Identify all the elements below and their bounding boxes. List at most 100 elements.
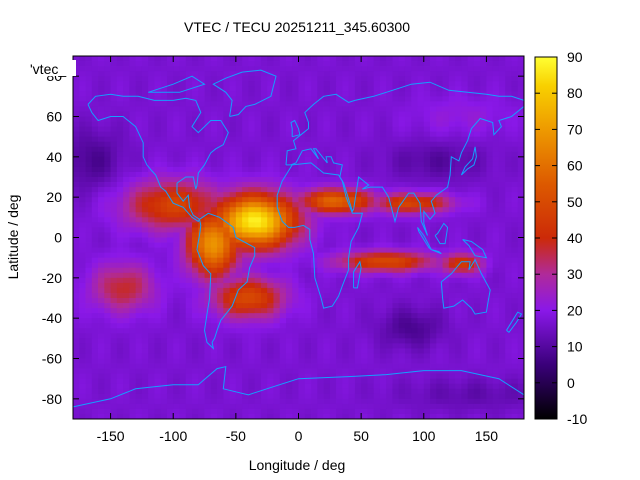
heatmap-cell bbox=[480, 81, 487, 87]
heatmap-cell bbox=[379, 202, 387, 208]
heatmap-cell bbox=[273, 156, 281, 163]
heatmap-cell bbox=[217, 383, 224, 390]
heatmap-cell bbox=[386, 116, 393, 122]
heatmap-cell bbox=[292, 222, 299, 228]
heatmap-cell bbox=[279, 252, 287, 259]
heatmap-cell bbox=[373, 96, 381, 102]
heatmap-cell bbox=[373, 277, 381, 284]
heatmap-cell bbox=[123, 313, 130, 319]
heatmap-cell bbox=[279, 217, 287, 223]
heatmap-cell bbox=[379, 373, 387, 380]
heatmap-cell bbox=[473, 81, 481, 87]
heatmap-cell bbox=[79, 378, 86, 385]
heatmap-cell bbox=[492, 282, 500, 289]
heatmap-cell bbox=[116, 272, 124, 279]
heatmap-cell bbox=[379, 71, 387, 77]
heatmap-cell bbox=[98, 207, 105, 213]
heatmap-cell bbox=[398, 303, 406, 309]
heatmap-cell bbox=[173, 333, 180, 339]
heatmap-cell bbox=[217, 333, 224, 339]
heatmap-cell bbox=[480, 156, 487, 163]
heatmap-cell bbox=[336, 111, 343, 117]
heatmap-cell bbox=[166, 237, 174, 243]
heatmap-cell bbox=[436, 136, 443, 143]
heatmap-cell bbox=[298, 287, 306, 294]
heatmap-cell bbox=[336, 247, 343, 254]
heatmap-cell bbox=[248, 116, 256, 122]
heatmap-cell bbox=[336, 303, 343, 309]
heatmap-cell bbox=[148, 207, 155, 213]
heatmap-cell bbox=[242, 383, 249, 390]
heatmap-cell bbox=[342, 237, 350, 243]
heatmap-cell bbox=[361, 383, 368, 390]
heatmap-cell bbox=[248, 161, 256, 168]
heatmap-cell bbox=[430, 126, 437, 133]
heatmap-cell bbox=[85, 338, 93, 344]
heatmap-cell bbox=[267, 257, 274, 264]
heatmap-cell bbox=[173, 393, 180, 400]
heatmap-cell bbox=[223, 333, 230, 339]
heatmap-cell bbox=[79, 106, 86, 112]
heatmap-cell bbox=[73, 212, 80, 218]
heatmap-cell bbox=[235, 257, 243, 264]
heatmap-cell bbox=[192, 368, 199, 375]
heatmap-cell bbox=[248, 126, 256, 133]
heatmap-cell bbox=[104, 333, 111, 339]
heatmap-cell bbox=[354, 126, 362, 133]
heatmap-cell bbox=[448, 197, 456, 203]
heatmap-cell bbox=[423, 252, 431, 259]
heatmap-cell bbox=[336, 338, 343, 344]
heatmap-cell bbox=[173, 81, 180, 87]
heatmap-cell bbox=[298, 71, 306, 77]
heatmap-cell bbox=[348, 383, 356, 390]
heatmap-cell bbox=[148, 298, 155, 304]
heatmap-cell bbox=[79, 192, 86, 198]
heatmap-cell bbox=[354, 393, 362, 400]
heatmap-cell bbox=[154, 267, 162, 274]
heatmap-cell bbox=[492, 166, 500, 173]
heatmap-cell bbox=[329, 237, 337, 243]
heatmap-cell bbox=[135, 308, 143, 314]
heatmap-cell bbox=[304, 212, 312, 218]
heatmap-cell bbox=[386, 333, 393, 339]
heatmap-cell bbox=[160, 131, 168, 138]
heatmap-cell bbox=[160, 292, 168, 299]
heatmap-cell bbox=[135, 353, 143, 359]
heatmap-cell bbox=[511, 252, 519, 259]
heatmap-cell bbox=[304, 333, 312, 339]
heatmap-cell bbox=[498, 146, 506, 153]
heatmap-cell bbox=[198, 323, 205, 329]
heatmap-cell bbox=[329, 131, 337, 138]
heatmap-cell bbox=[511, 363, 519, 369]
heatmap-cell bbox=[192, 338, 199, 344]
heatmap-cell bbox=[141, 71, 149, 77]
heatmap-cell bbox=[248, 91, 256, 97]
heatmap-cell bbox=[492, 56, 500, 62]
heatmap-cell bbox=[311, 373, 318, 380]
heatmap-cell bbox=[242, 282, 249, 289]
heatmap-cell bbox=[123, 378, 130, 385]
heatmap-cell bbox=[267, 156, 274, 163]
heatmap-cell bbox=[455, 56, 462, 62]
heatmap-cell bbox=[292, 171, 299, 178]
heatmap-cell bbox=[336, 272, 343, 279]
heatmap-cell bbox=[467, 131, 475, 138]
heatmap-cell bbox=[392, 328, 400, 334]
heatmap-cell bbox=[148, 358, 155, 364]
heatmap-cell bbox=[404, 247, 412, 254]
heatmap-cell bbox=[430, 96, 437, 102]
heatmap-cell bbox=[217, 378, 224, 385]
heatmap-cell bbox=[492, 313, 500, 319]
heatmap-cell bbox=[436, 106, 443, 112]
heatmap-cell bbox=[223, 76, 230, 82]
heatmap-cell bbox=[173, 91, 180, 97]
heatmap-cell bbox=[342, 101, 350, 107]
heatmap-cell bbox=[160, 197, 168, 203]
heatmap-cell bbox=[123, 146, 130, 153]
heatmap-cell bbox=[210, 363, 218, 369]
heatmap-cell bbox=[323, 81, 331, 87]
heatmap-cell bbox=[166, 121, 174, 127]
heatmap-cell bbox=[348, 292, 356, 299]
heatmap-cell bbox=[354, 252, 362, 259]
heatmap-cell bbox=[511, 197, 519, 203]
